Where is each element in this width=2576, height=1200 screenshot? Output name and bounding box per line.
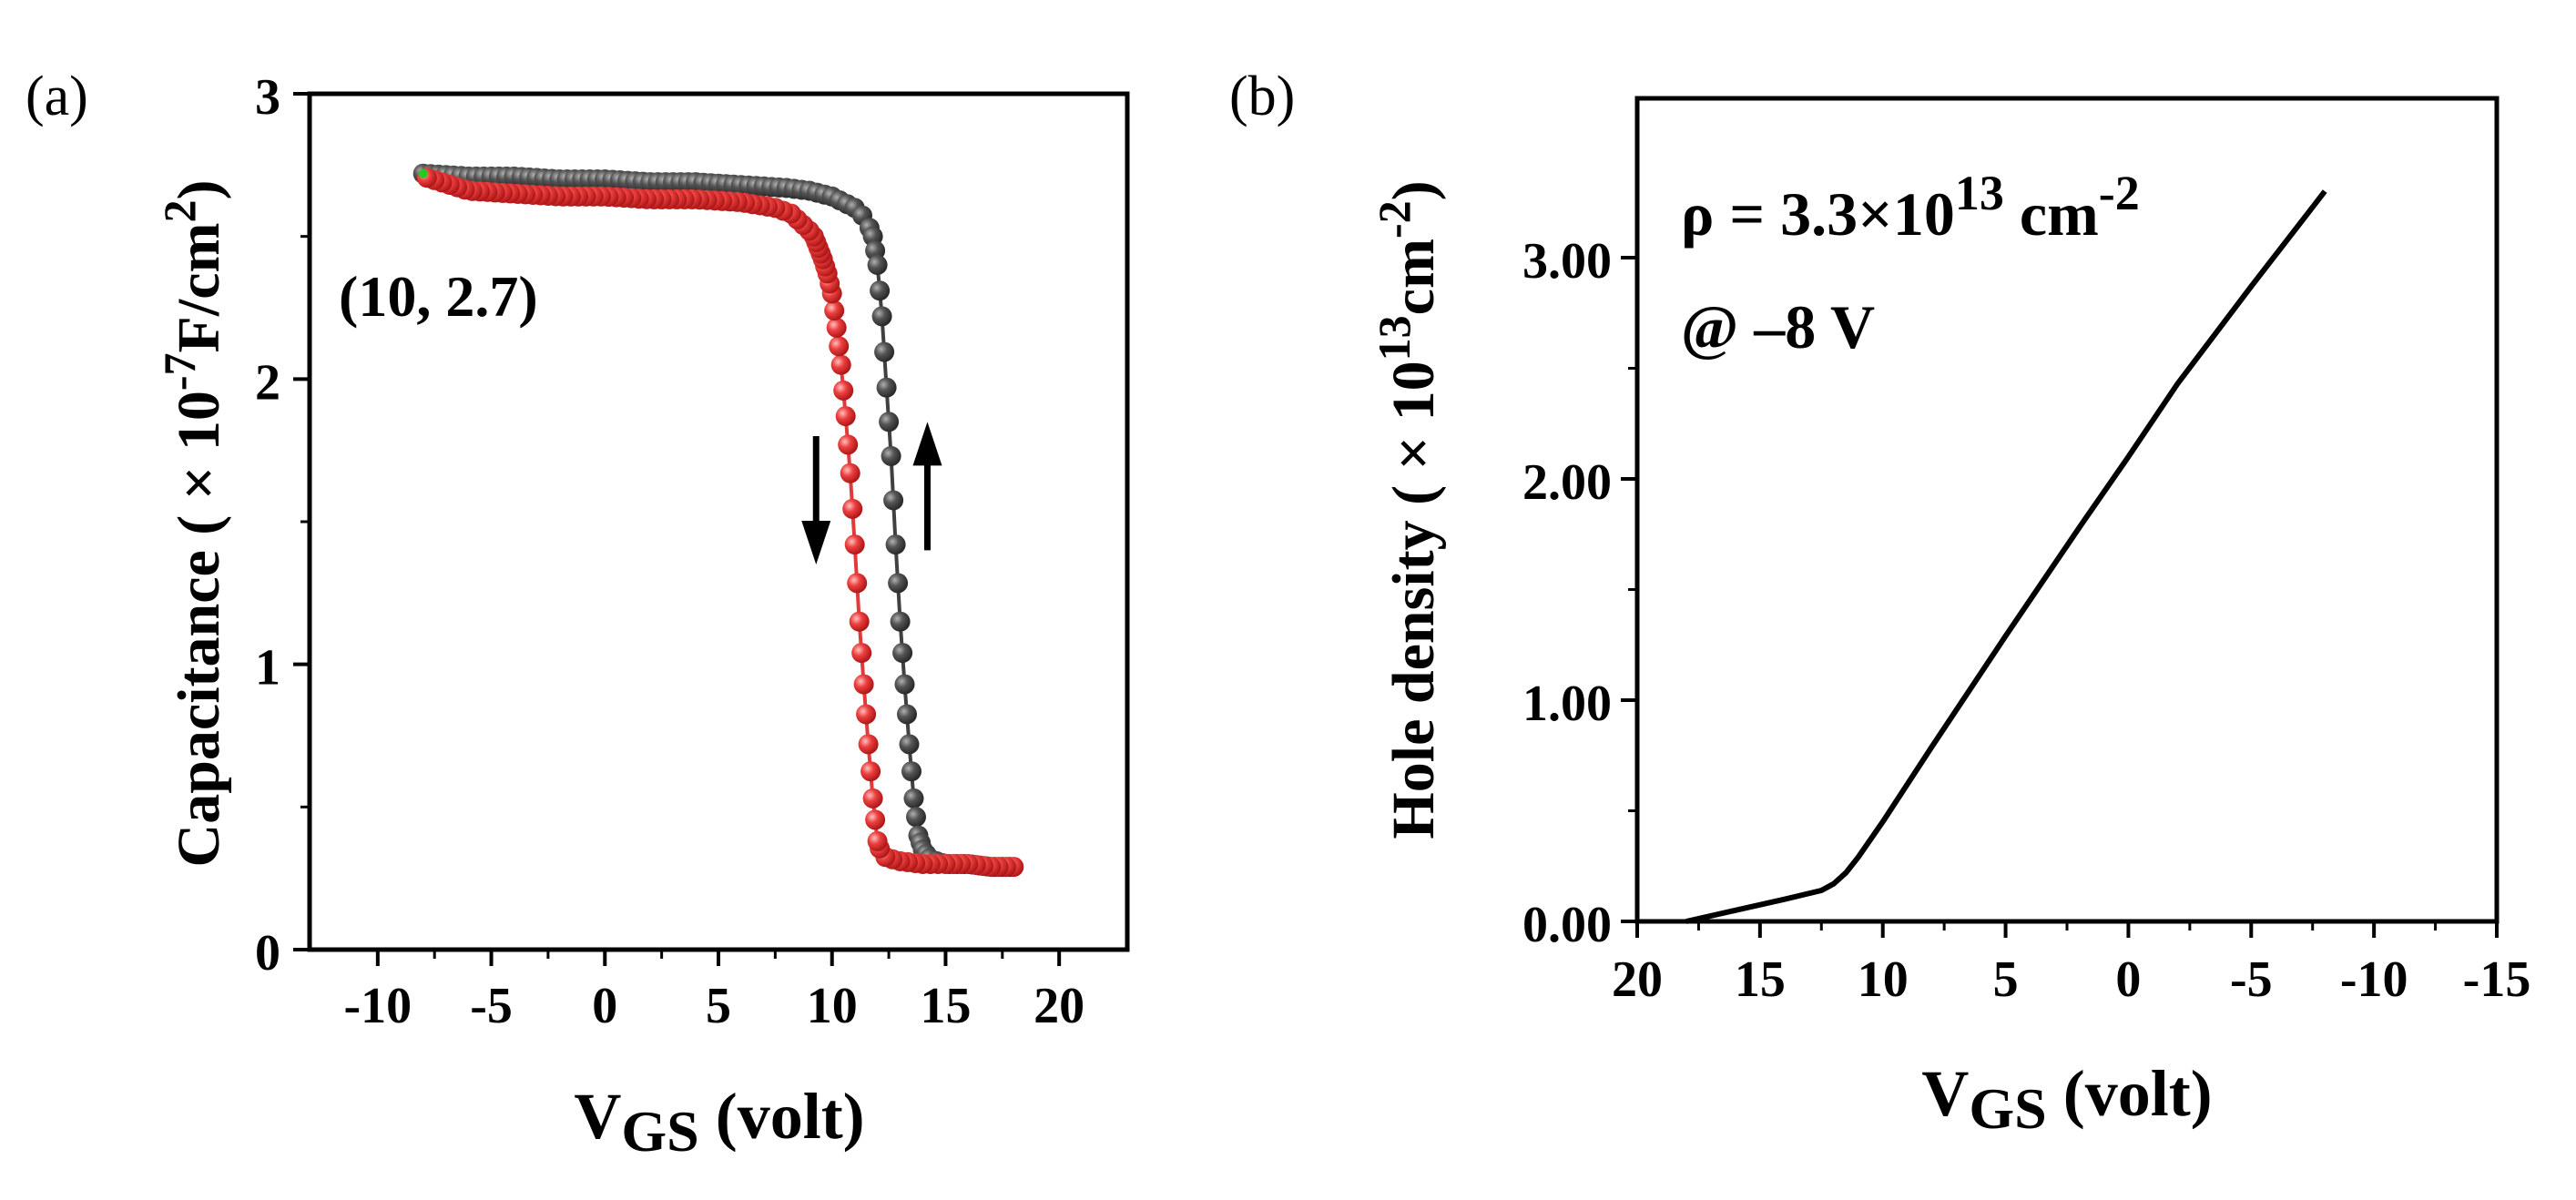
series-marker-reverse [853,674,874,695]
series-marker-forward [870,280,891,301]
series-marker-reverse [842,498,863,519]
y-tick-label: 2 [255,354,280,411]
panel-a-series [412,163,1024,878]
y-tick-label: 3.00 [1522,233,1612,290]
series-marker-reverse [833,380,854,401]
series-marker-reverse [840,463,860,483]
panel-a-arrows [801,422,942,564]
x-tick-label: 20 [1033,978,1084,1034]
series-marker-reverse [826,317,847,338]
series-marker-forward [879,412,900,432]
series-marker-reverse [847,573,868,594]
series-marker-forward [883,490,904,511]
series-line-hole-density [1685,189,2327,924]
series-marker-forward [906,807,926,828]
series-marker-forward [897,704,917,725]
panel-b-label: (b) [1229,66,1295,127]
series-marker-reverse [860,761,881,782]
y-tick-label: 3 [255,69,280,126]
series-marker-forward [901,761,921,782]
series-marker-reverse [844,534,865,555]
x-tick-label: -5 [2230,951,2273,1008]
series-marker-forward [899,734,920,755]
panel-b-ylabel: Hole density ( × 1013cm-2) [1369,180,1447,839]
panel-b: (b) 20 15 10 5 0 -5 -10 -15 0.00 1.00 2.00 3.00 ρ =… [1229,66,2530,1141]
y-tick-label: 1 [255,640,280,697]
series-marker-reverse [862,788,883,808]
y-tick-label: 0.00 [1522,897,1612,953]
arrow-down-head [801,521,831,564]
series-marker-forward [903,788,924,808]
x-tick-label: 0 [2115,951,2141,1008]
panel-b-series [1685,189,2327,924]
series-marker-forward [871,306,892,327]
series-marker-reverse [867,830,888,851]
series-marker-forward [874,341,895,362]
x-tick-label: -10 [2340,951,2408,1008]
series-marker-forward [885,534,906,555]
series-marker-reverse [858,734,879,755]
series-marker-forward [881,445,901,466]
annotation-point [418,168,428,178]
panel-a-annotation: (10, 2.7) [339,264,538,329]
panel-a: (a) -10 -5 0 5 10 15 20 0 1 2 3 (10, 2.7) VGS (vol… [25,66,1130,1164]
x-tick-label: 10 [807,978,858,1034]
x-tick-label: 5 [706,978,731,1034]
series-marker-forward [892,643,913,664]
series-marker-reverse [824,300,845,321]
y-tick-label: 1.00 [1522,676,1612,732]
panel-b-annotation-line1: ρ = 3.3×1013 cm-2 [1681,166,2140,249]
series-marker-forward [876,377,897,398]
x-tick-label: 15 [1735,951,1786,1008]
series-marker-reverse [829,336,850,357]
panel-b-ticks: 20 15 10 5 0 -5 -10 -15 0.00 1.00 2.00 3.00 [1522,233,2530,1008]
x-tick-label: 20 [1612,951,1663,1008]
x-tick-label: 5 [1993,951,2019,1008]
panel-a-xlabel: VGS (volt) [574,1080,864,1164]
x-tick-label: -10 [344,978,412,1034]
y-tick-label: 0 [255,925,280,981]
panel-b-annotation-line2: @ –8 V [1681,292,1875,361]
series-marker-reverse [851,643,872,664]
panel-a-ylabel: Capacitance ( × 10-7F/cm2) [154,180,232,868]
series-marker-reverse [865,809,886,830]
series-marker-reverse [830,354,851,375]
panel-b-xlabel: VGS (volt) [1921,1057,2212,1141]
panel-a-frame [307,91,1130,952]
y-tick-label: 2.00 [1522,454,1612,511]
series-marker-forward [888,573,909,594]
series-marker-reverse [856,704,877,725]
x-tick-label: 15 [920,978,971,1034]
series-marker-reverse [835,406,856,427]
x-tick-label: -15 [2463,951,2531,1008]
series-marker-forward [890,611,911,632]
x-tick-label: 0 [592,978,617,1034]
series-marker-forward [894,674,915,695]
x-tick-label: -5 [470,978,513,1034]
panel-a-ticks: -10 -5 0 5 10 15 20 0 1 2 3 [255,69,1084,1034]
arrow-up-head [912,422,942,466]
series-marker-reverse [838,434,859,455]
series-marker-forward [867,255,888,275]
panel-a-label: (a) [25,66,88,127]
x-tick-label: 10 [1858,951,1909,1008]
series-marker-reverse [849,611,870,632]
